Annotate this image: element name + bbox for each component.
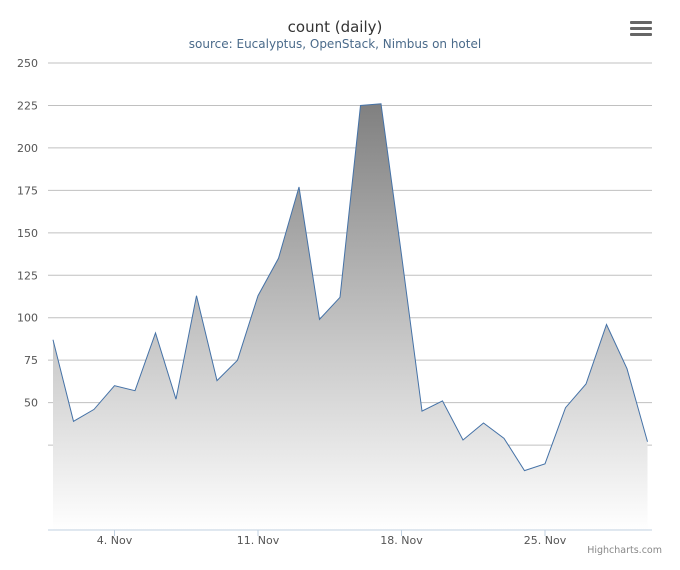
y-tick-label: 200 xyxy=(17,142,38,155)
y-tick-label: 225 xyxy=(17,99,38,112)
menu-bar-icon xyxy=(630,21,652,24)
y-tick-label: 150 xyxy=(17,227,38,240)
y-tick-label: 125 xyxy=(17,269,38,282)
y-tick-label: 175 xyxy=(17,184,38,197)
x-tick-label: 18. Nov xyxy=(380,534,423,547)
y-axis-labels: 50 75 100 125 150 175 200 225 250 xyxy=(17,57,38,410)
series-line xyxy=(52,103,648,472)
y-tick-label: 100 xyxy=(17,312,38,325)
menu-bar-icon xyxy=(630,27,652,30)
chart-menu-button[interactable] xyxy=(628,18,654,40)
x-axis-labels: 4. Nov 11. Nov 18. Nov 25. Nov xyxy=(97,530,567,547)
menu-bar-icon xyxy=(630,33,652,36)
y-tick-label: 50 xyxy=(24,397,38,410)
x-tick-label: 25. Nov xyxy=(524,534,567,547)
series-area xyxy=(53,103,648,531)
credits-link[interactable]: Highcharts.com xyxy=(587,545,662,556)
chart-title: count (daily) xyxy=(288,18,383,36)
x-tick-label: 11. Nov xyxy=(237,534,280,547)
chart-subtitle: source: Eucalyptus, OpenStack, Nimbus on… xyxy=(189,37,481,51)
y-tick-label: 250 xyxy=(17,57,38,70)
x-tick-label: 4. Nov xyxy=(97,534,133,547)
y-tick-label: 75 xyxy=(24,354,38,367)
